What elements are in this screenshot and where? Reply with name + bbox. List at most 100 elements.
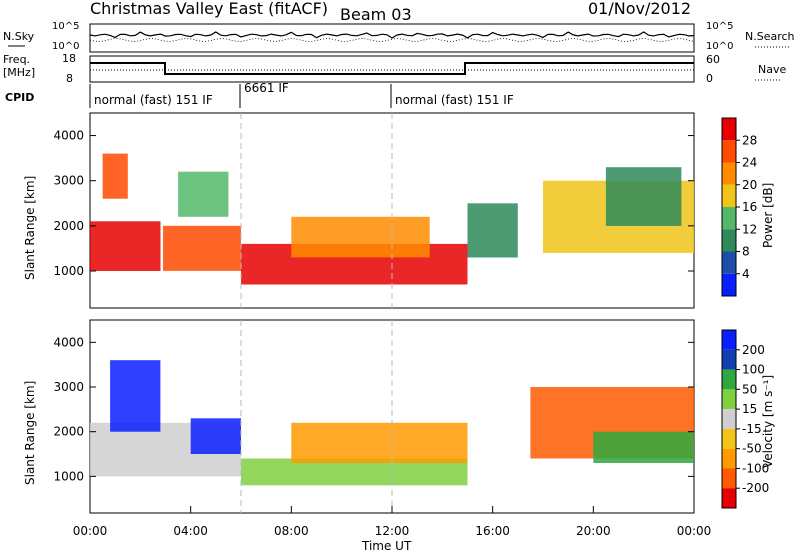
velocity-region-0 [90,422,166,477]
xtick-label-5: 20:00 [576,524,611,538]
velocity-colorbar-segment-5 [722,428,736,449]
power-heatmap [90,113,694,308]
velocity-colorbar-segment-2 [722,369,736,390]
xtick-label-4: 16:00 [475,524,510,538]
velocity-panel: Slant Range [km] 1000 2000 3000 4000 200 100… [23,319,775,514]
velocity-colorbar-tick-2: 50 [742,382,757,396]
power-colorbar-label: Power [dB] [761,183,775,248]
velocity-colorbar: 200 100 50 15 -15 -50 -100 -200 [721,329,769,509]
power-ylabel: Slant Range [km] [23,176,37,280]
velocity-region-3 [190,418,241,454]
power-colorbar-tick-0: 28 [742,133,757,147]
nave-label: Nave [758,63,786,76]
power-colorbar-segment-3 [722,184,736,208]
beam-label: Beam 03 [340,5,412,24]
freq-label-2: [MHz] [3,66,35,79]
power-colorbar-segment-2 [722,162,736,185]
velocity-colorbar-tick-6: -100 [742,461,769,475]
power-region-8 [605,167,682,226]
power-ytick-label-3: 4000 [53,129,84,143]
velocity-colorbar-tick-5: -50 [742,442,762,456]
power-colorbar-tick-4: 12 [742,222,757,236]
nave-tick-bottom: 0 [706,72,713,85]
power-colorbar: 28 24 20 16 12 8 4 [721,117,757,297]
velocity-colorbar-segment-6 [722,448,736,469]
velocity-ytick-label-0: 1000 [53,469,84,483]
xtick-label-2: 08:00 [274,524,309,538]
power-colorbar-tick-6: 4 [742,267,750,281]
nave-tick-top: 60 [706,53,720,66]
nsky-tick-bottom: 10^0 [52,41,79,52]
velocity-region-1 [110,360,161,432]
nsky-tick-top: 10^5 [52,21,79,32]
cpid-segment-1: normal (fast) 151 IF [94,93,213,107]
power-colorbar-segment-6 [722,251,736,274]
power-colorbar-segment-7 [722,273,736,297]
velocity-region-7 [593,431,694,463]
power-colorbar-tick-2: 20 [742,178,757,192]
nsky-row: N.Sky 10^5 10^0 10^5 10^0 N.Search [3,21,795,53]
power-ytick-label-2: 3000 [53,174,84,188]
velocity-colorbar-tick-7: -200 [742,481,769,495]
velocity-colorbar-frame [721,329,737,509]
power-colorbar-segment-5 [722,229,736,252]
xtick-label-1: 04:00 [173,524,208,538]
velocity-colorbar-segment-4 [722,409,736,429]
velocity-region-5 [291,422,468,463]
freq-frame [89,55,695,83]
velocity-ytick-label-2: 3000 [53,380,84,394]
nsky-trace [89,31,695,39]
nsearch-label: N.Search [745,30,795,43]
freq-tick-bottom: 8 [66,72,73,85]
nsearch-tick-bottom: 10^0 [706,41,733,52]
date-label: 01/Nov/2012 [588,0,691,18]
power-colorbar-tick-1: 24 [742,156,757,170]
power-ytick-label-1: 2000 [53,219,84,233]
figure-title: Christmas Valley East (fitACF) [90,0,328,18]
nsearch-tick-top: 10^5 [706,21,733,32]
power-region-2 [163,225,241,271]
power-region-5 [291,216,430,258]
time-xaxis: 00:00 04:00 08:00 12:00 16:00 20:00 00:00 [73,506,712,538]
xtick-label-3: 12:00 [375,524,410,538]
freq-trace [90,62,694,75]
velocity-colorbar-segment-3 [722,389,736,410]
velocity-yaxis: 1000 2000 3000 4000 [53,335,694,483]
xtick-label-6: 00:00 [677,524,712,538]
velocity-colorbar-tick-1: 100 [742,363,765,377]
velocity-ytick-label-1: 2000 [53,425,84,439]
power-panel: Slant Range [km] 1000 2000 3000 4000 28 24 20… [23,112,775,309]
velocity-colorbar-label: Velocity [m s⁻¹] [761,375,775,468]
freq-label-1: Freq. [3,53,30,66]
cpid-row: CPID normal (fast) 151 IF 6661 IF normal… [5,81,514,108]
power-colorbar-segment-1 [722,140,736,163]
velocity-colorbar-segment-0 [722,330,736,350]
power-yaxis: 1000 2000 3000 4000 [53,129,694,278]
power-colorbar-tick-5: 8 [742,245,750,259]
power-colorbar-tick-3: 16 [742,200,757,214]
power-colorbar-segment-0 [722,118,736,141]
time-xlabel: Time UT [361,539,412,553]
velocity-colorbar-segment-8 [722,488,736,508]
velocity-heatmap [90,320,694,513]
power-region-3 [178,171,229,217]
nsky-label: N.Sky [3,30,35,43]
nsky-frame [89,23,695,53]
velocity-colorbar-tick-0: 200 [742,343,765,357]
velocity-ylabel: Slant Range [km] [23,381,37,485]
cpid-segment-3: normal (fast) 151 IF [395,93,514,107]
velocity-colorbar-segment-1 [722,349,736,370]
power-colorbar-segment-4 [722,207,736,230]
cpid-label: CPID [5,91,34,104]
freq-row: Freq. [MHz] 18 8 60 0 Nave [3,52,786,85]
velocity-colorbar-tick-3: 15 [742,402,757,416]
cpid-segment-2: 6661 IF [244,81,289,95]
power-region-1 [102,153,128,199]
xtick-label-0: 00:00 [73,524,108,538]
velocity-colorbar-segment-7 [722,468,736,489]
velocity-ytick-label-3: 4000 [53,335,84,349]
power-region-6 [467,203,518,258]
power-ytick-label-0: 1000 [53,264,84,278]
freq-tick-top: 18 [62,52,76,65]
